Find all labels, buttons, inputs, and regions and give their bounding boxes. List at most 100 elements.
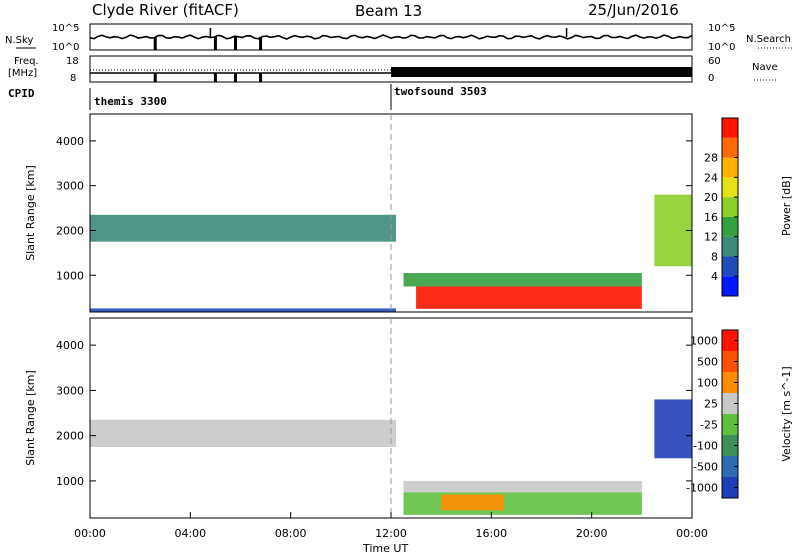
power-colorbar-swatch bbox=[722, 256, 738, 277]
power-region-4 bbox=[654, 194, 692, 267]
freq-left-tick-bottom: 8 bbox=[70, 73, 76, 84]
station-title: Clyde River (fitACF) bbox=[92, 1, 239, 19]
velocity-colorbar-swatch bbox=[722, 456, 738, 477]
freq-right-tick-bottom: 0 bbox=[708, 73, 714, 84]
velocity-colorbar-tick-label: -1000 bbox=[686, 482, 718, 495]
power-colorbar-tick-label: 20 bbox=[704, 191, 718, 204]
power-ytick-label: 1000 bbox=[56, 269, 84, 282]
power-colorbar-tick-label: 4 bbox=[711, 270, 718, 283]
velocity-colorbar: 1000 500 100 25 -25 -100 -500 -1000 Velocity [m … bbox=[686, 329, 793, 499]
noise-right-tick-top: 10^5 bbox=[708, 23, 735, 34]
freq-label-2: [MHz] bbox=[8, 68, 37, 79]
velocity-region-0 bbox=[90, 419, 397, 447]
velocity-colorbar-frame bbox=[721, 329, 739, 499]
time-axis: 00:00 04:00 08:00 12:00 16:00 20:00 00:00 bbox=[74, 512, 708, 540]
freq-dropout bbox=[213, 73, 217, 82]
power-region-1 bbox=[90, 308, 397, 312]
noise-dropout bbox=[153, 37, 157, 50]
velocity-colorbar-label: Velocity [m s^-1] bbox=[780, 366, 793, 461]
freq-dropout bbox=[153, 73, 157, 82]
noise-dropout bbox=[233, 37, 237, 50]
freq-dropout bbox=[233, 73, 237, 82]
cpid-label: CPID bbox=[8, 87, 35, 100]
freq-dropout bbox=[259, 73, 263, 82]
power-colorbar: 4 8 12 16 20 24 28 Power [dB] bbox=[704, 117, 793, 297]
time-tick-label: 16:00 bbox=[475, 527, 507, 540]
velocity-panel: 1000 2000 3000 4000 Slant Range [km] bbox=[24, 317, 693, 519]
time-tick-label: 20:00 bbox=[576, 527, 608, 540]
velocity-colorbar-tick-label: 500 bbox=[697, 356, 718, 369]
time-axis-label: Time UT bbox=[362, 542, 408, 554]
velocity-colorbar-tick-label: 25 bbox=[704, 398, 718, 411]
power-region-3 bbox=[403, 273, 642, 287]
velocity-colorbar-swatch bbox=[722, 393, 738, 414]
noise-right-label: N.Search bbox=[746, 34, 791, 45]
power-colorbar-tick-label: 12 bbox=[704, 231, 718, 244]
time-tick-label: 00:00 bbox=[74, 527, 106, 540]
velocity-ytick-label: 4000 bbox=[56, 339, 84, 352]
power-colorbar-swatch bbox=[722, 276, 738, 296]
noise-right-tick-bottom: 10^0 bbox=[708, 42, 735, 53]
power-panel: 1000 2000 3000 4000 Slant Range [km] bbox=[24, 113, 693, 313]
velocity-colorbar-swatch bbox=[722, 477, 738, 498]
nave-label: Nave bbox=[752, 62, 778, 73]
velocity-colorbar-swatch bbox=[722, 351, 738, 372]
velocity-colorbar-swatch bbox=[722, 435, 738, 456]
time-tick-label: 08:00 bbox=[275, 527, 307, 540]
cpid-program-2: twofsound 3503 bbox=[394, 85, 487, 98]
velocity-region-1 bbox=[403, 492, 642, 515]
velocity-colorbar-swatch bbox=[722, 372, 738, 393]
noise-dropout bbox=[213, 37, 217, 50]
velocity-region-3 bbox=[441, 494, 504, 511]
power-colorbar-swatch bbox=[722, 118, 738, 138]
beam-title: Beam 13 bbox=[355, 2, 422, 20]
noise-sky-line bbox=[89, 34, 693, 40]
power-ylabel: Slant Range [km] bbox=[24, 165, 37, 261]
power-colorbar-tick-label: 24 bbox=[704, 171, 718, 184]
time-tick-label: 04:00 bbox=[174, 527, 206, 540]
time-tick-label: 12:00 bbox=[375, 527, 407, 540]
freq-switching-block bbox=[391, 67, 692, 77]
velocity-ytick-label: 1000 bbox=[56, 475, 84, 488]
power-ytick-label: 3000 bbox=[56, 180, 84, 193]
velocity-ylabel: Slant Range [km] bbox=[24, 370, 37, 466]
freq-label-1: Freq. bbox=[14, 56, 39, 67]
time-tick-label: 00:00 bbox=[676, 527, 708, 540]
noise-trace bbox=[89, 28, 693, 50]
power-region-0 bbox=[90, 214, 397, 242]
freq-right-tick-top: 60 bbox=[708, 56, 721, 67]
power-colorbar-tick-label: 16 bbox=[704, 211, 718, 224]
power-colorbar-label: Power [dB] bbox=[780, 176, 793, 236]
power-colorbar-swatch bbox=[722, 157, 738, 178]
power-colorbar-tick-label: 28 bbox=[704, 152, 718, 165]
velocity-colorbar-tick-label: -25 bbox=[700, 419, 718, 432]
velocity-colorbar-tick-label: 1000 bbox=[690, 335, 718, 348]
velocity-region-2 bbox=[403, 480, 642, 493]
freq-left-tick-top: 18 bbox=[66, 56, 79, 67]
power-ytick-label: 4000 bbox=[56, 135, 84, 148]
power-colorbar-swatch bbox=[722, 137, 738, 158]
noise-left-label: N.Sky bbox=[5, 35, 33, 46]
noise-left-tick-top: 10^5 bbox=[52, 23, 79, 34]
cpid-program-1: themis 3300 bbox=[94, 95, 167, 108]
velocity-colorbar-swatch bbox=[722, 414, 738, 435]
power-colorbar-frame bbox=[721, 117, 739, 297]
noise-panel-frame bbox=[89, 23, 693, 51]
power-colorbar-swatch bbox=[722, 197, 738, 217]
date-title: 25/Jun/2016 bbox=[588, 1, 679, 19]
noise-dropout bbox=[259, 37, 263, 50]
power-colorbar-swatch bbox=[722, 216, 738, 237]
power-colorbar-swatch bbox=[722, 236, 738, 257]
velocity-colorbar-tick-label: -500 bbox=[693, 461, 718, 474]
power-colorbar-swatch bbox=[722, 177, 738, 198]
power-ytick-label: 2000 bbox=[56, 224, 84, 237]
velocity-ytick-label: 2000 bbox=[56, 430, 84, 443]
velocity-ytick-label: 3000 bbox=[56, 384, 84, 397]
velocity-colorbar-tick-label: 100 bbox=[697, 377, 718, 390]
noise-left-tick-bottom: 10^0 bbox=[52, 42, 79, 53]
velocity-colorbar-tick-label: -100 bbox=[693, 440, 718, 453]
freq-trace bbox=[90, 67, 692, 82]
velocity-colorbar-swatch bbox=[722, 330, 738, 351]
power-colorbar-tick-label: 8 bbox=[711, 250, 718, 263]
